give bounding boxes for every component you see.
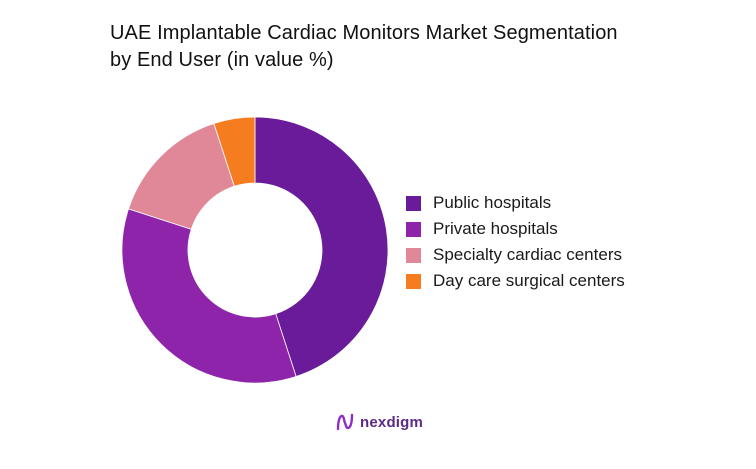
legend-swatch-private-hospitals <box>406 221 421 237</box>
legend-label-day-care-surgical-centers: Day care surgical centers <box>433 271 625 290</box>
chart-legend: Public hospitals Private hospitals Speci… <box>406 190 625 294</box>
donut-slice-day-care-surgical-centers <box>213 116 256 187</box>
chart-title-line-1: UAE Implantable Cardiac Monitors Market … <box>110 22 618 44</box>
legend-item-public-hospitals: Public hospitals <box>406 190 625 216</box>
legend-label-public-hospitals: Public hospitals <box>433 193 552 212</box>
donut-slice-specialty-cardiac-centers <box>128 123 235 230</box>
legend-swatch-public-hospitals <box>406 195 421 211</box>
legend-swatch-specialty-cardiac-centers <box>406 247 421 263</box>
nexdigm-logo: nexdigm <box>335 412 423 432</box>
legend-item-day-care-surgical-centers: Day care surgical centers <box>406 268 625 294</box>
legend-label-specialty-cardiac-centers: Specialty cardiac centers <box>433 245 622 264</box>
donut-slice-private-hospitals <box>121 208 297 384</box>
legend-item-private-hospitals: Private hospitals <box>406 216 625 242</box>
legend-item-specialty-cardiac-centers: Specialty cardiac centers <box>406 242 625 268</box>
donut-slice-public-hospitals <box>254 116 389 377</box>
legend-label-private-hospitals: Private hospitals <box>433 219 558 238</box>
nexdigm-logo-text: nexdigm <box>360 413 424 431</box>
chart-title-line-2: by End User (in value %) <box>110 49 334 71</box>
nexdigm-logo-icon <box>336 413 354 431</box>
donut-slices <box>121 116 389 384</box>
chart-title: UAE Implantable Cardiac Monitors Market … <box>110 20 710 74</box>
legend-swatch-day-care-surgical-centers <box>406 273 421 289</box>
